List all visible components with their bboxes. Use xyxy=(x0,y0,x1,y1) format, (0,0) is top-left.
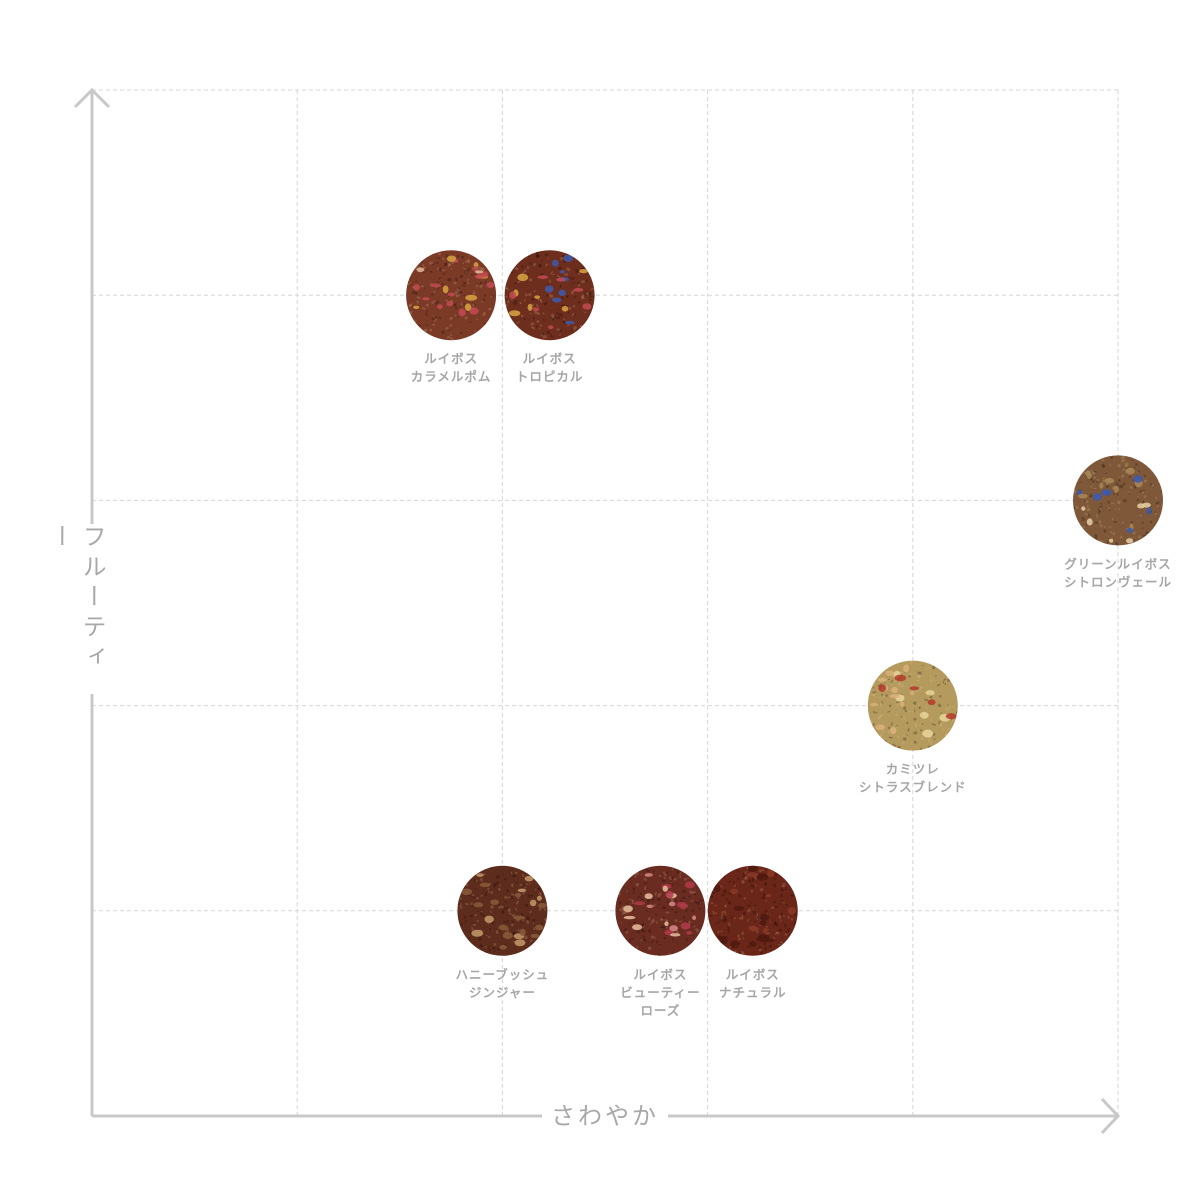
tea-label: ルイボスカラメルポム xyxy=(411,351,492,384)
tea-leaf-image xyxy=(867,660,958,751)
tea-label-line: ルイボス xyxy=(633,967,687,982)
tea-leaf-image xyxy=(615,865,706,956)
grid xyxy=(92,89,1119,1116)
tea-label-line: ハニーブッシュ xyxy=(456,967,550,982)
tea-point[interactable]: ルイボストロピカル xyxy=(504,250,595,384)
tea-label-line: カラメルポム xyxy=(411,369,492,384)
tea-point[interactable]: ルイボスビューティーローズ xyxy=(615,865,706,1018)
tea-label: ルイボスナチュラル xyxy=(719,967,787,1000)
tea-label-line: シトロンヴェール xyxy=(1064,574,1172,589)
tea-label-line: トロピカル xyxy=(516,369,584,384)
tea-label-line: ジンジャー xyxy=(469,985,536,1000)
tea-label-line: ビューティー xyxy=(620,985,700,1000)
tea-point[interactable]: グリーンルイボスシトロンヴェール xyxy=(1064,455,1172,589)
tea-point[interactable]: ハニーブッシュジンジャー xyxy=(455,865,550,1000)
tea-leaf-image xyxy=(504,250,595,341)
tea-label: カミツレシトラスブレンド xyxy=(859,762,967,795)
tea-point[interactable]: ルイボスナチュラル xyxy=(707,865,798,1000)
tea-point[interactable]: カミツレシトラスブレンド xyxy=(859,659,967,795)
tea-label-line: ルイボス xyxy=(424,351,478,366)
y-axis-arrow-icon xyxy=(73,87,111,109)
tea-label-line: カミツレ xyxy=(886,762,940,777)
tea-label: ハニーブッシュジンジャー xyxy=(456,967,550,1000)
tea-label-line: ルイボス xyxy=(726,967,780,982)
axes: さわやか xyxy=(73,87,1121,1135)
tea-label: グリーンルイボスシトロンヴェール xyxy=(1064,556,1172,589)
tea-label: ルイボストロピカル xyxy=(516,351,584,384)
tea-label-line: グリーンルイボス xyxy=(1064,556,1171,571)
tea-point[interactable]: ルイボスカラメルポム xyxy=(406,250,497,384)
tea-leaf-image xyxy=(707,865,798,956)
tea-label-line: ローズ xyxy=(640,1003,680,1018)
y-axis-label: フルーティー xyxy=(46,524,108,694)
x-axis-arrow-icon xyxy=(1100,1097,1121,1135)
tea-label-line: ナチュラル xyxy=(719,985,787,1000)
tea-label-line: シトラスブレンド xyxy=(859,780,967,795)
x-axis-label: さわやか xyxy=(551,1102,659,1130)
points: ルイボスカラメルポムルイボストロピカルグリーンルイボスシトロンヴェールカミツレシ… xyxy=(406,250,1172,1018)
tea-label-line: ルイボス xyxy=(523,351,577,366)
tea-label: ルイボスビューティーローズ xyxy=(620,967,700,1018)
